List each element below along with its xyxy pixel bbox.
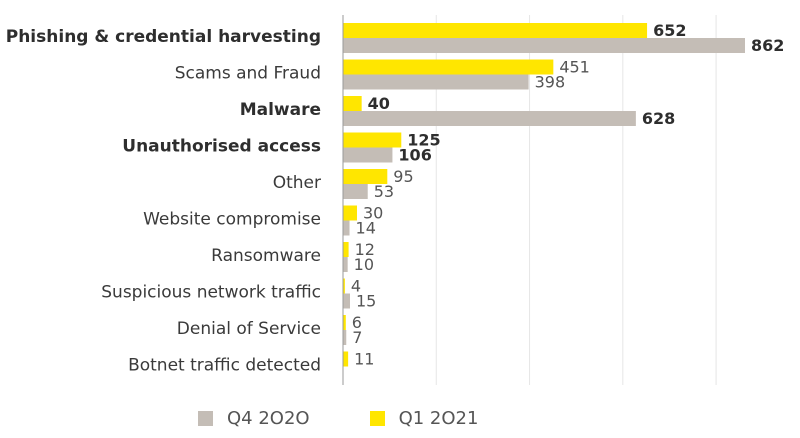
data-label-website-compromise-q4-2o2o: 14 xyxy=(356,219,376,238)
bar-scams-and-fraud-q4-2o2o xyxy=(343,74,529,90)
data-label-denial-of-service-q4-2o2o: 7 xyxy=(352,328,362,347)
legend-swatch-q1-2021 xyxy=(369,411,385,426)
data-label-malware-q4-2o2o: 628 xyxy=(642,109,675,128)
data-label-scams-and-fraud-q1-2o21: 451 xyxy=(559,58,590,77)
data-label-suspicious-network-traffic-q1-2o21: 4 xyxy=(351,277,361,296)
bar-suspicious-network-traffic-q1-2o21 xyxy=(343,278,345,294)
category-label-other: Other xyxy=(273,173,321,193)
data-label-unauthorised-access-q1-2o21: 125 xyxy=(407,131,440,150)
legend-label-q4-2020: Q4 2O2O xyxy=(227,408,310,429)
category-label-ransomware: Ransomware xyxy=(211,246,321,266)
bar-ransomware-q1-2o21 xyxy=(343,242,349,257)
bar-chart: Phishing & credential harvesting 652 862 Sc… xyxy=(6,15,784,385)
data-label-phishing-and-credential-harvesting-q4-2o2o: 862 xyxy=(751,36,784,55)
data-label-unauthorised-access-q4-2o2o: 106 xyxy=(398,146,431,165)
data-label-suspicious-network-traffic-q4-2o2o: 15 xyxy=(356,292,376,311)
legend-item-q4-2020: Q4 2O2O xyxy=(198,408,310,429)
bar-botnet-traffic-detected-q1-2o21 xyxy=(343,351,349,367)
legend-label-q1-2021: Q1 2O21 xyxy=(398,408,479,429)
bar-website-compromise-q1-2o21 xyxy=(343,205,357,221)
bar-phishing-and-credential-harvesting-q4-2o2o xyxy=(343,38,745,53)
legend-swatch-q4-2020 xyxy=(198,411,213,426)
bar-malware-q4-2o2o xyxy=(343,111,636,126)
category-label-scams-and-fraud: Scams and Fraud xyxy=(175,64,321,84)
data-label-other-q1-2o21: 95 xyxy=(393,167,413,186)
category-label-unauthorised-access: Unauthorised access xyxy=(122,137,321,157)
category-label-malware: Malware xyxy=(240,100,321,120)
bar-malware-q1-2o21 xyxy=(343,96,362,111)
category-label-suspicious-network-traffic: Suspicious network traffic xyxy=(101,283,321,303)
data-label-denial-of-service-q1-2o21: 6 xyxy=(352,313,362,332)
bar-scams-and-fraud-q1-2o21 xyxy=(343,59,554,75)
bar-phishing-and-credential-harvesting-q1-2o21 xyxy=(343,23,648,38)
data-label-ransomware-q1-2o21: 12 xyxy=(355,240,375,259)
category-label-denial-of-service: Denial of Service xyxy=(177,319,321,339)
legend-item-q1-2021: Q1 2O21 xyxy=(369,408,479,429)
bar-suspicious-network-traffic-q4-2o2o xyxy=(343,293,350,309)
category-label-website-compromise: Website compromise xyxy=(143,210,321,230)
category-label-botnet-traffic-detected: Botnet traffic detected xyxy=(128,356,321,376)
bar-denial-of-service-q1-2o21 xyxy=(343,315,346,330)
category-label-phishing-and-credential-harvesting: Phishing & credential harvesting xyxy=(6,27,321,47)
legend: Q4 2O2O Q1 2O21 xyxy=(198,408,538,429)
bar-unauthorised-access-q4-2o2o xyxy=(343,147,393,163)
data-label-ransomware-q4-2o2o: 10 xyxy=(354,255,374,274)
bar-other-q1-2o21 xyxy=(343,169,388,184)
bar-other-q4-2o2o xyxy=(343,184,368,199)
bar-denial-of-service-q4-2o2o xyxy=(343,330,347,345)
bar-ransomware-q4-2o2o xyxy=(343,257,348,272)
data-label-website-compromise-q1-2o21: 30 xyxy=(363,204,383,223)
bar-website-compromise-q4-2o2o xyxy=(343,220,350,236)
data-label-other-q4-2o2o: 53 xyxy=(374,182,394,201)
data-label-scams-and-fraud-q4-2o2o: 398 xyxy=(535,73,566,92)
data-label-botnet-traffic-detected-q1-2o21: 11 xyxy=(354,350,374,369)
bar-unauthorised-access-q1-2o21 xyxy=(343,132,402,148)
data-label-malware-q1-2o21: 40 xyxy=(368,94,390,113)
data-label-phishing-and-credential-harvesting-q1-2o21: 652 xyxy=(653,21,686,40)
